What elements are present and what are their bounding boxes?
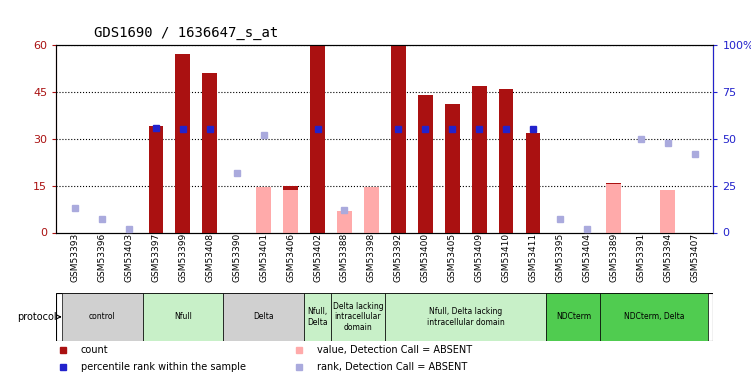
Bar <box>526 132 541 232</box>
Bar <box>499 89 514 232</box>
Text: GSM53392: GSM53392 <box>394 232 403 282</box>
Bar <box>310 45 325 232</box>
Text: GSM53409: GSM53409 <box>475 232 484 282</box>
Bar <box>418 95 433 232</box>
Text: Nfull,
Delta: Nfull, Delta <box>307 307 328 327</box>
Bar <box>203 73 217 232</box>
Bar <box>472 86 487 232</box>
Text: GSM53389: GSM53389 <box>609 232 618 282</box>
FancyBboxPatch shape <box>304 292 331 341</box>
FancyBboxPatch shape <box>223 292 304 341</box>
Text: GSM53405: GSM53405 <box>448 232 457 282</box>
Text: Nfull: Nfull <box>174 312 192 321</box>
Text: GSM53406: GSM53406 <box>286 232 295 282</box>
Text: GSM53398: GSM53398 <box>367 232 376 282</box>
FancyBboxPatch shape <box>331 292 385 341</box>
FancyBboxPatch shape <box>385 292 547 341</box>
Text: protocol: protocol <box>17 312 61 322</box>
FancyBboxPatch shape <box>62 292 143 341</box>
Bar <box>176 54 190 232</box>
Bar <box>149 126 164 232</box>
Bar <box>337 211 352 232</box>
Bar <box>606 184 621 232</box>
Text: NDCterm, Delta: NDCterm, Delta <box>624 312 684 321</box>
Text: GSM53407: GSM53407 <box>690 232 699 282</box>
Text: GSM53408: GSM53408 <box>205 232 214 282</box>
Bar <box>660 190 675 232</box>
Text: value, Detection Call = ABSENT: value, Detection Call = ABSENT <box>317 345 472 355</box>
Bar <box>364 187 379 232</box>
Text: GSM53391: GSM53391 <box>636 232 645 282</box>
Text: Nfull, Delta lacking
intracellular domain: Nfull, Delta lacking intracellular domai… <box>427 307 505 327</box>
Text: count: count <box>80 345 108 355</box>
Text: GSM53395: GSM53395 <box>556 232 565 282</box>
Bar <box>283 186 298 232</box>
Text: Delta: Delta <box>253 312 274 321</box>
Text: percentile rank within the sample: percentile rank within the sample <box>80 362 246 372</box>
FancyBboxPatch shape <box>600 292 708 341</box>
Text: GSM53399: GSM53399 <box>179 232 188 282</box>
Text: GSM53410: GSM53410 <box>502 232 511 282</box>
Bar <box>256 187 271 232</box>
Bar <box>606 183 621 232</box>
Text: control: control <box>89 312 116 321</box>
Bar <box>445 104 460 232</box>
Text: GSM53393: GSM53393 <box>71 232 80 282</box>
Text: GSM53403: GSM53403 <box>125 232 134 282</box>
Text: GSM53396: GSM53396 <box>98 232 107 282</box>
Text: GSM53404: GSM53404 <box>582 232 591 282</box>
Text: GSM53388: GSM53388 <box>340 232 349 282</box>
Text: Delta lacking
intracellular
domain: Delta lacking intracellular domain <box>333 302 383 332</box>
Text: GSM53400: GSM53400 <box>421 232 430 282</box>
Text: GSM53402: GSM53402 <box>313 232 322 282</box>
Text: rank, Detection Call = ABSENT: rank, Detection Call = ABSENT <box>317 362 467 372</box>
FancyBboxPatch shape <box>143 292 223 341</box>
Text: GSM53411: GSM53411 <box>529 232 538 282</box>
Text: NDCterm: NDCterm <box>556 312 591 321</box>
Text: GSM53397: GSM53397 <box>152 232 161 282</box>
Text: GDS1690 / 1636647_s_at: GDS1690 / 1636647_s_at <box>94 26 278 40</box>
Text: GSM53394: GSM53394 <box>663 232 672 282</box>
FancyBboxPatch shape <box>547 292 600 341</box>
Bar <box>283 190 298 232</box>
Text: GSM53390: GSM53390 <box>232 232 241 282</box>
Text: GSM53401: GSM53401 <box>259 232 268 282</box>
Bar <box>391 45 406 232</box>
